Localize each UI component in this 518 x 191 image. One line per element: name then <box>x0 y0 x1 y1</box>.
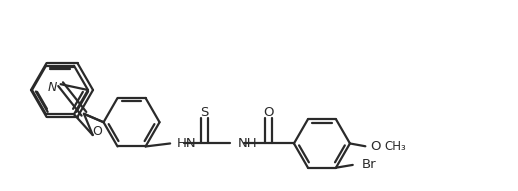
Text: NH: NH <box>237 137 257 150</box>
Text: CH₃: CH₃ <box>385 140 407 153</box>
Text: S: S <box>200 106 209 119</box>
Text: O: O <box>92 125 102 138</box>
Text: HN: HN <box>177 137 197 150</box>
Text: O: O <box>264 106 274 119</box>
Text: O: O <box>371 140 381 153</box>
Text: Br: Br <box>362 158 377 171</box>
Text: N: N <box>48 81 57 94</box>
